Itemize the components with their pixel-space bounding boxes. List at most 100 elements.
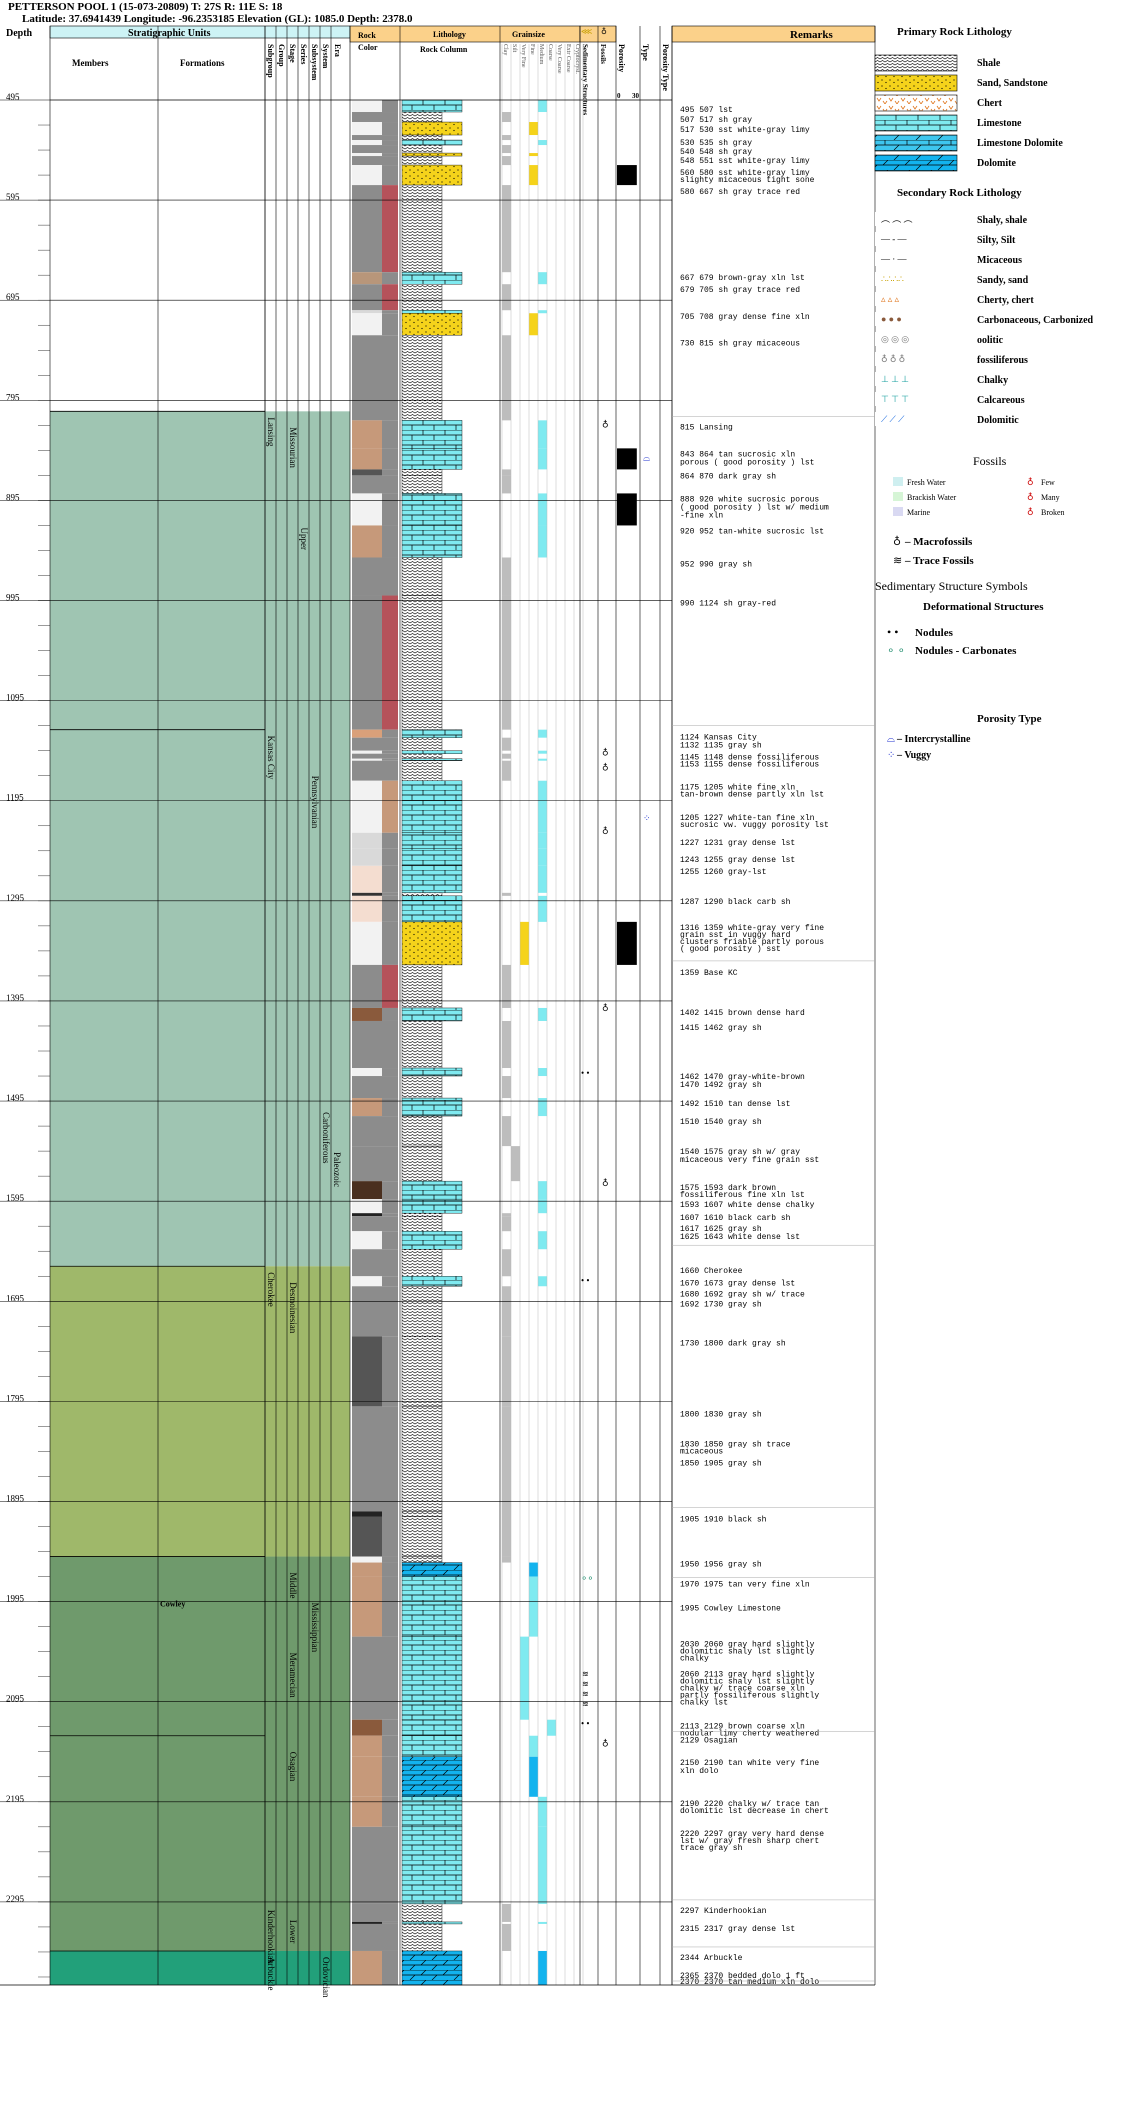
lithology-interval [401, 310, 463, 314]
rock-color-cell [352, 165, 382, 186]
grainsize-bar [538, 1098, 547, 1117]
remark-text: 1617 1625 gray sh [680, 1225, 762, 1234]
legend-primary-label: Sand, Sandstone [977, 78, 1048, 89]
macrofossil-icon: ♁ [602, 748, 609, 758]
lithology-interval [401, 134, 443, 141]
grainsize-bar [502, 1020, 511, 1069]
rock-color-accent [382, 595, 398, 730]
grainsize-bar [502, 737, 511, 751]
strat-units-header: Stratigraphic Units [128, 28, 211, 39]
rock-color-accent [382, 1249, 398, 1277]
grainsize-bar [538, 1826, 547, 1904]
legend-fossil-abund-icon: ♁ [1027, 492, 1034, 502]
rock-color-cell [352, 753, 382, 759]
legend-swatch [874, 94, 958, 112]
rock-color-accent [382, 448, 398, 470]
rock-color-accent [382, 313, 398, 336]
remark-text: 1510 1540 gray sh [680, 1118, 762, 1127]
rock-color-accent [382, 758, 398, 761]
grainsize-bar [502, 1216, 511, 1232]
remark-text: 1470 1492 gray sh [680, 1081, 762, 1090]
rock-color-cell [352, 1556, 382, 1563]
depth-tick-label: 1595 [6, 1193, 25, 1203]
legend-secondary-swatch [875, 212, 957, 226]
grainsize-bar [502, 284, 511, 311]
lithology-interval [401, 1097, 463, 1117]
grainsize-bar [538, 832, 547, 849]
rock-color-accent [382, 420, 398, 449]
grainsize-bar [529, 165, 538, 186]
lithology-interval [401, 1406, 443, 1512]
rock-color-cell [352, 122, 382, 136]
macrofossil-icon: ♁ [602, 1003, 609, 1013]
legend-fossil-env-label: Fresh Water [907, 478, 946, 487]
lithology-interval [401, 1007, 463, 1022]
legend-fossil-abund-icon: ♁ [1027, 477, 1034, 487]
nodules-icon: • • [581, 1719, 590, 1729]
remark-text: 2315 2317 gray dense lst [680, 1925, 795, 1934]
lithology-interval [401, 1336, 443, 1407]
legend-secondary-swatch [875, 412, 957, 426]
remark-text: 580 667 sh gray trace red [680, 188, 800, 197]
depth-tick-label: 895 [6, 492, 20, 502]
remark-text: 1243 1255 gray dense lst [680, 856, 795, 865]
porosity-scale-max: 30 [632, 92, 640, 100]
lithology-interval [401, 1020, 443, 1069]
remark-text: 560 580 sst white-gray limy [680, 169, 810, 178]
rock-color-cell [352, 1796, 382, 1827]
grainsize-scale-label: Clay [502, 44, 508, 55]
rock-color-cell [352, 1199, 382, 1214]
legend-secondary-swatch [875, 312, 957, 326]
rock-color-accent [382, 165, 398, 186]
rock-color-accent [382, 112, 398, 123]
porosity-type-header: Porosity Type [661, 44, 670, 91]
legend-primary-label: Limestone Dolomite [977, 138, 1063, 149]
nodules-legend-icon: • • [887, 625, 898, 639]
lithology-interval [401, 1719, 463, 1736]
lithology-interval [401, 144, 443, 154]
porosity-scale-min: 0 [617, 92, 621, 100]
legend-swatch [874, 154, 958, 172]
rock-color-cell [352, 1068, 382, 1077]
stage-label: Middle [288, 1573, 298, 1599]
rock-color-cell [352, 135, 382, 141]
rock-color-cell [352, 145, 382, 154]
remark-text: 1402 1415 brown dense hard [680, 1009, 805, 1018]
lithology-interval [401, 758, 463, 761]
rock-color-cell [352, 100, 382, 113]
grainsize-bar [538, 758, 547, 761]
remark-text: micaceous very fine grain sst [680, 1156, 819, 1165]
grainsize-bar [502, 335, 511, 421]
rock-color-cell [352, 892, 382, 896]
legend-secondary-swatch [875, 272, 957, 286]
lithology-interval [401, 1286, 443, 1337]
remark-text: dolomitic lst decrease in chert [680, 1807, 829, 1816]
depth-tick-label: 1195 [6, 793, 24, 803]
rock-color-cell [352, 595, 382, 730]
remark-text: 2344 Arbuckle [680, 1954, 743, 1963]
rock-color-accent [382, 895, 398, 922]
legend-vuggy-label: – Vuggy [896, 750, 931, 761]
legend-secondary-label: fossiliferous [977, 355, 1028, 366]
column-headers: Stratigraphic Units Depth Members Formation… [6, 25, 876, 115]
legend-fossils-title: Fossils [973, 454, 1007, 468]
lithology-interval [401, 921, 463, 966]
lithology-interval [401, 111, 443, 123]
rock-color-accent [382, 1068, 398, 1077]
remark-text: 495 507 lst [680, 106, 733, 115]
nodules-icon: • • [581, 1068, 590, 1078]
rock-color-cell [352, 848, 382, 866]
grainsize-scale-label: Silt [511, 44, 517, 53]
rock-color-cell [352, 557, 382, 596]
legend-secondary-swatch [875, 392, 957, 406]
remark-text: clusters friable partly porous [680, 938, 824, 947]
lithology-interval [401, 892, 443, 897]
grainsize-bar [511, 1146, 520, 1182]
sed-struct-icon: ⋘ [581, 27, 592, 36]
rock-color-cell [352, 1511, 382, 1517]
stage-label: Meramecian [288, 1653, 298, 1698]
remark-text: 2150 2190 tan white very fine [680, 1759, 819, 1768]
grainsize-bar [502, 1511, 511, 1517]
legend-fossil-env-label: Marine [907, 508, 931, 517]
rock-color-cell [352, 1756, 382, 1797]
